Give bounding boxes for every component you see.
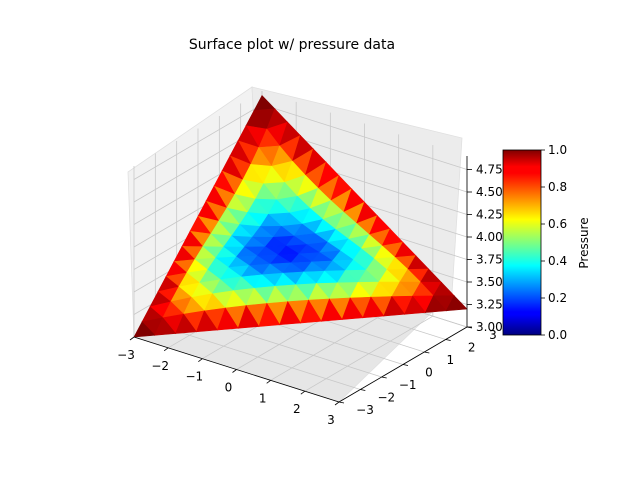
x-tick-label: 1: [259, 391, 267, 405]
colorbar-tick-label: 0.0: [548, 328, 567, 342]
surface: [133, 94, 468, 338]
z-tick-label: 3.25: [476, 298, 503, 312]
surface-facet: [175, 313, 197, 334]
y-tick-mark: [424, 351, 430, 354]
surface-facet: [237, 304, 260, 329]
x-tick-label: −3: [117, 348, 135, 362]
surface-facet: [154, 317, 177, 336]
surface-facet: [445, 295, 468, 312]
z-tick-label: 3.50: [476, 275, 503, 289]
x-tick-label: −1: [185, 370, 203, 384]
chart-title: Surface plot w/ pressure data: [189, 37, 395, 53]
surface-facet: [195, 310, 218, 333]
colorbar-tick-label: 0.4: [548, 254, 567, 268]
surface-facet: [216, 307, 239, 331]
colorbar-tick-label: 1.0: [548, 143, 567, 157]
x-tick-label: −2: [151, 359, 169, 373]
colorbar-tick-label: 0.2: [548, 291, 567, 305]
surface-facet: [258, 302, 281, 327]
y-tick-label: −2: [377, 391, 395, 405]
x-tick-label: 0: [225, 381, 233, 395]
surface-facet: [362, 296, 385, 319]
z-tick-label: 3.00: [476, 320, 503, 334]
y-tick-label: −3: [356, 403, 374, 417]
x-axis: −3 −2 −1 0 1 2 3: [117, 336, 340, 427]
y-tick-label: 3: [489, 328, 497, 342]
colorbar-tick-label: 0.8: [548, 180, 567, 194]
x-tick-mark: [266, 380, 271, 384]
surface-facet: [279, 300, 302, 326]
z-tick-label: 4.75: [476, 163, 503, 177]
z-tick-label: 4.50: [476, 185, 503, 199]
y-tick-mark: [381, 376, 387, 379]
surface-facet: [133, 321, 156, 338]
y-tick-mark: [338, 401, 345, 404]
y-tick-label: −1: [399, 378, 417, 392]
x-tick-mark: [198, 358, 203, 362]
colorbar-label: Pressure: [577, 217, 591, 268]
colorbar: 0.0 0.2 0.4 0.6 0.8 1.0 Pressure: [502, 143, 591, 342]
x-tick-mark: [232, 369, 237, 373]
y-tick-mark: [360, 389, 366, 391]
y-tick-label: 0: [425, 366, 433, 380]
y-tick-label: 2: [468, 341, 476, 355]
z-tick-label: 3.75: [476, 253, 503, 267]
z-tick-label: 4.00: [476, 230, 503, 244]
x-tick-mark: [129, 336, 135, 341]
y-tick-mark: [445, 339, 451, 341]
x-tick-mark: [300, 390, 306, 395]
surface-facet: [341, 297, 364, 320]
z-tick-label: 4.25: [476, 208, 503, 222]
surface-facet: [383, 295, 406, 317]
x-tick-label: 3: [327, 413, 335, 427]
surface-facet: [424, 295, 447, 313]
z-axis: 3.00 3.25 3.50 3.75 4.00 4.25 4.50 4.75: [466, 156, 503, 334]
x-tick-mark: [334, 401, 340, 406]
colorbar-ticks: 0.0 0.2 0.4 0.6 0.8 1.0: [541, 143, 567, 342]
y-tick-label: 1: [447, 353, 455, 367]
surface-facet: [300, 299, 322, 324]
colorbar-gradient: [502, 149, 542, 336]
x-tick-label: 2: [293, 402, 301, 416]
y-tick-mark: [402, 364, 409, 366]
surface-facet: [320, 298, 343, 322]
surface-facet: [404, 295, 426, 315]
x-tick-mark: [163, 347, 169, 352]
colorbar-tick-label: 0.6: [548, 217, 567, 231]
